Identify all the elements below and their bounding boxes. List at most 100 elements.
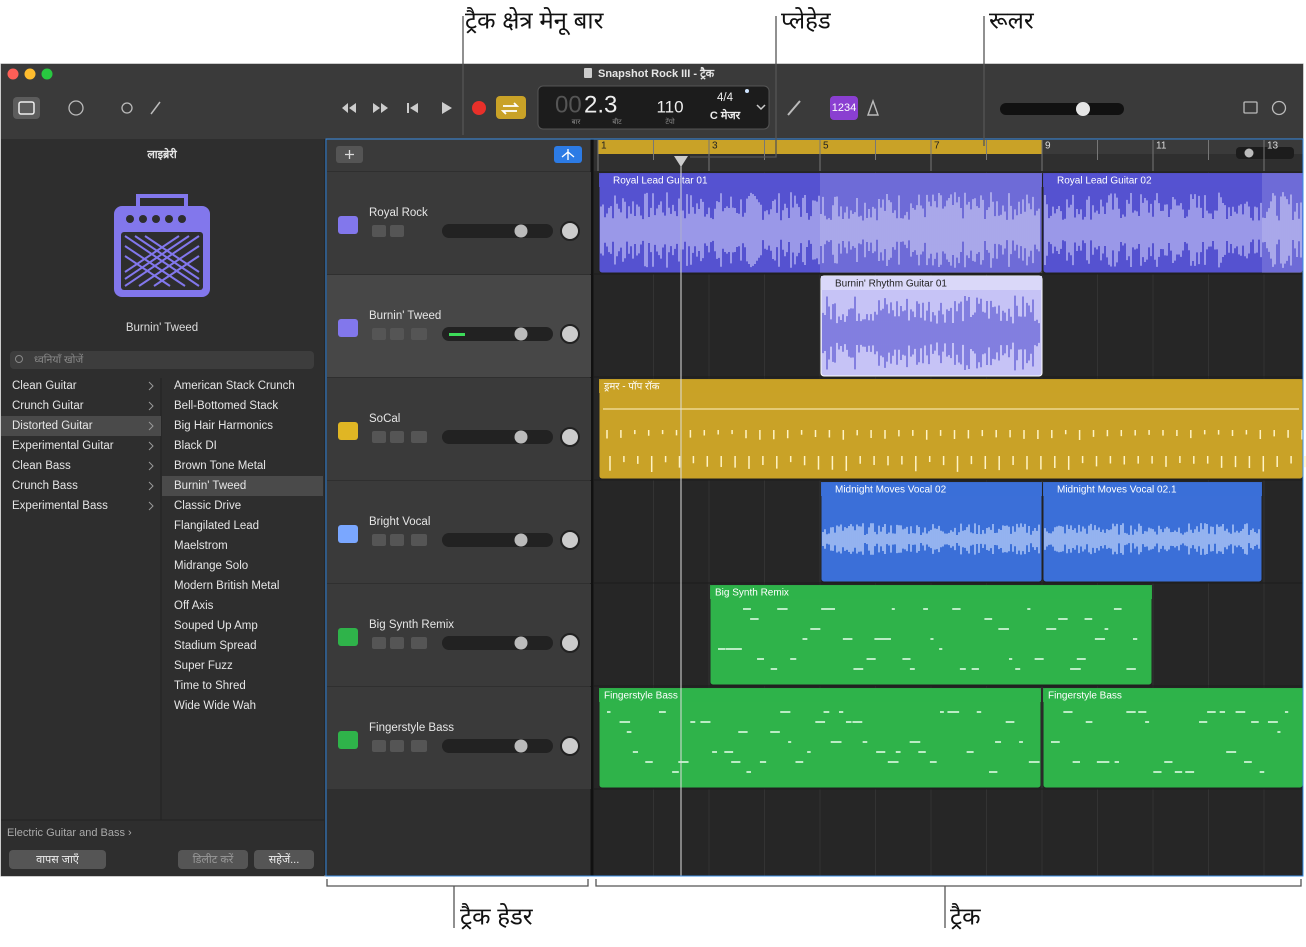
- pan-knob[interactable]: [560, 221, 580, 241]
- patch[interactable]: Wide Wide Wah: [174, 700, 256, 712]
- rewind-button[interactable]: [342, 103, 348, 113]
- lcd-menu[interactable]: [756, 104, 766, 111]
- track-button[interactable]: [411, 740, 427, 752]
- smart-controls-button[interactable]: [121, 102, 133, 114]
- category[interactable]: Crunch Guitar: [12, 400, 84, 412]
- track-header[interactable]: [327, 584, 591, 686]
- record-button[interactable]: [472, 101, 486, 115]
- track-button[interactable]: [372, 328, 386, 340]
- library-path[interactable]: Electric Guitar and Bass ›: [7, 827, 132, 839]
- patch[interactable]: Classic Drive: [174, 500, 241, 512]
- volume-knob[interactable]: [514, 533, 528, 547]
- pan-knob[interactable]: [560, 324, 580, 344]
- patch[interactable]: Souped Up Amp: [174, 620, 258, 632]
- zoom-knob[interactable]: [1244, 148, 1254, 158]
- category[interactable]: Experimental Bass: [12, 500, 108, 512]
- patch[interactable]: Off Axis: [174, 600, 214, 612]
- patch[interactable]: Time to Shred: [174, 680, 246, 692]
- patch[interactable]: Stadium Spread: [174, 640, 256, 652]
- pan-knob[interactable]: [560, 736, 580, 756]
- track-header[interactable]: [327, 481, 591, 583]
- track-button[interactable]: [390, 225, 404, 237]
- category[interactable]: Distorted Guitar: [12, 420, 93, 432]
- notepad-button[interactable]: [1243, 101, 1258, 114]
- track-button[interactable]: [372, 225, 386, 237]
- category[interactable]: Clean Guitar: [12, 380, 77, 392]
- volume-knob[interactable]: [514, 224, 528, 238]
- bar-number: 9: [1045, 141, 1051, 152]
- patch[interactable]: Black DI: [174, 440, 217, 452]
- track-header[interactable]: [327, 378, 591, 480]
- category[interactable]: Clean Bass: [12, 460, 71, 472]
- track-header[interactable]: [327, 275, 591, 377]
- forward-button[interactable]: [373, 103, 380, 113]
- track-button[interactable]: [390, 431, 404, 443]
- category[interactable]: Crunch Bass: [12, 480, 78, 492]
- cycle-button[interactable]: [496, 96, 526, 119]
- patch[interactable]: Flangilated Lead: [174, 520, 259, 532]
- region[interactable]: [598, 687, 1042, 789]
- volume-knob[interactable]: [514, 430, 528, 444]
- master-volume-knob[interactable]: [1076, 102, 1090, 116]
- track-button[interactable]: [390, 534, 404, 546]
- patch[interactable]: Bell-Bottomed Stack: [174, 400, 278, 412]
- library-button[interactable]: [178, 850, 248, 869]
- help-button[interactable]: [68, 100, 84, 116]
- track-button[interactable]: [390, 328, 404, 340]
- close-button[interactable]: [7, 68, 19, 80]
- volume-slider[interactable]: [442, 636, 553, 650]
- play-button[interactable]: [442, 102, 452, 114]
- track-button[interactable]: [390, 637, 404, 649]
- search-field[interactable]: [10, 351, 314, 369]
- track-name: Big Synth Remix: [369, 619, 454, 631]
- region[interactable]: [1042, 687, 1304, 789]
- track-button[interactable]: [372, 534, 386, 546]
- library-button[interactable]: [9, 850, 106, 869]
- track-button[interactable]: [411, 431, 427, 443]
- volume-slider[interactable]: [442, 739, 553, 753]
- track-button[interactable]: [411, 328, 427, 340]
- volume-slider[interactable]: [442, 224, 553, 238]
- count-in-button[interactable]: [830, 96, 858, 120]
- master-volume[interactable]: [1000, 103, 1124, 115]
- track-button[interactable]: [372, 637, 386, 649]
- patch[interactable]: Super Fuzz: [174, 660, 233, 672]
- patch[interactable]: American Stack Crunch: [174, 380, 295, 392]
- pan-knob[interactable]: [560, 530, 580, 550]
- track-button[interactable]: [411, 637, 427, 649]
- tuner-button[interactable]: [787, 100, 801, 116]
- minimize-button[interactable]: [24, 68, 36, 80]
- track-button[interactable]: [411, 534, 427, 546]
- pan-knob[interactable]: [560, 633, 580, 653]
- region[interactable]: [598, 378, 1304, 480]
- track-button[interactable]: [372, 431, 386, 443]
- library-button[interactable]: [13, 97, 40, 119]
- volume-slider[interactable]: [442, 430, 553, 444]
- patch[interactable]: Modern British Metal: [174, 580, 279, 592]
- track-header[interactable]: [327, 172, 591, 274]
- region[interactable]: [709, 584, 1153, 686]
- library-button[interactable]: [254, 850, 314, 869]
- track-button[interactable]: [390, 740, 404, 752]
- editors-button[interactable]: [150, 101, 161, 115]
- region-name: Royal Lead Guitar 02: [1057, 176, 1152, 187]
- patch[interactable]: Midrange Solo: [174, 560, 248, 572]
- volume-knob[interactable]: [514, 327, 528, 341]
- midi-notes: [718, 608, 1138, 670]
- volume-knob[interactable]: [514, 739, 528, 753]
- patch[interactable]: Maelstrom: [174, 540, 228, 552]
- to-start-button[interactable]: [407, 103, 409, 113]
- pan-knob[interactable]: [560, 427, 580, 447]
- patch[interactable]: Brown Tone Metal: [174, 460, 266, 472]
- track-button[interactable]: [372, 740, 386, 752]
- track-header[interactable]: [327, 687, 591, 789]
- loop-browser-button[interactable]: [1271, 100, 1287, 116]
- playhead-handle[interactable]: [674, 156, 688, 167]
- volume-slider[interactable]: [442, 533, 553, 547]
- patch[interactable]: Burnin' Tweed: [174, 480, 246, 492]
- category[interactable]: Experimental Guitar: [12, 440, 114, 452]
- zoom-button[interactable]: [41, 68, 53, 80]
- volume-knob[interactable]: [514, 636, 528, 650]
- patch[interactable]: Big Hair Harmonics: [174, 420, 273, 432]
- metronome-button[interactable]: [867, 98, 879, 116]
